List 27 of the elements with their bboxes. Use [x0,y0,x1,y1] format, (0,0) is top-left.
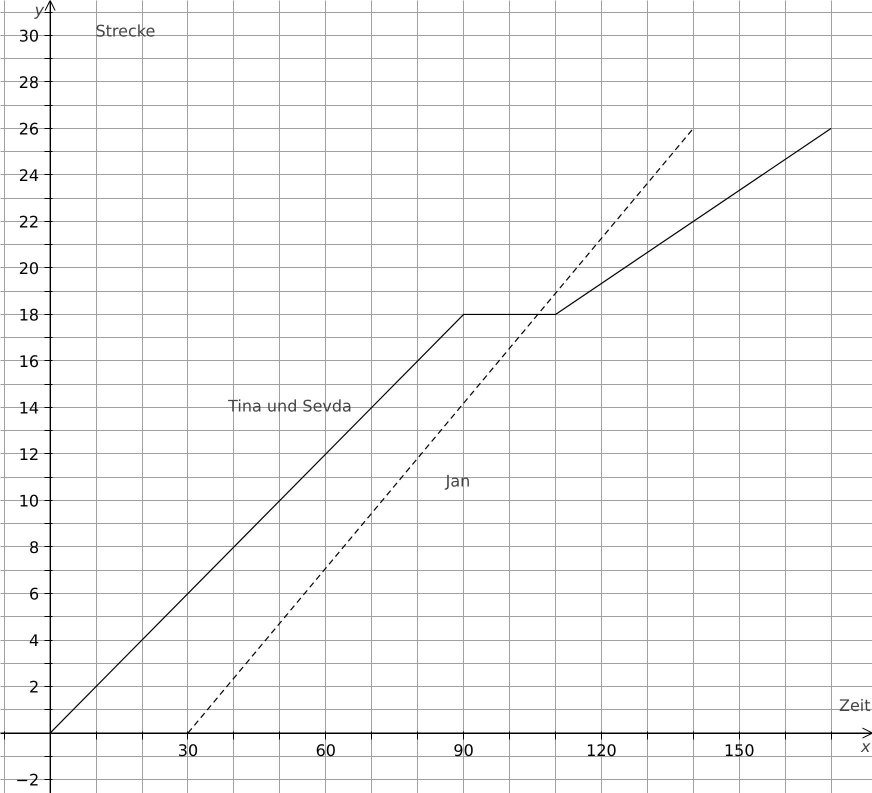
y-tick-label: 28 [18,72,40,92]
x-tick-label: 120 [586,741,617,760]
annotation: Strecke [96,22,156,40]
y-tick-label: 2 [28,678,40,697]
y-tick-label: 4 [28,631,40,650]
x-tick-label: 60 [316,741,336,760]
x-tick-label: 90 [453,741,474,760]
y-tick-label: 6 [28,584,40,604]
y-tick-label: 30 [18,26,40,46]
annotation: Zeit [838,696,871,716]
x-tick-label: 30 [178,741,198,760]
y-tick-label: 26 [18,119,40,138]
x-tick-label: 150 [724,741,755,760]
y-tick-label: 10 [18,491,40,510]
y-tick-label: 16 [18,352,40,371]
y-tick-label: 20 [18,258,40,278]
y-tick-label: 8 [28,538,40,557]
series-label: Jan [444,472,470,491]
x-axis-title: x [860,737,872,756]
y-axis-title: y [34,0,45,20]
y-tick-label: 22 [18,212,40,232]
y-tick-label: −2 [16,770,40,790]
series-label: Tina und Sevda [227,396,352,416]
y-tick-label: 24 [18,166,40,185]
y-tick-label: 12 [18,444,40,464]
y-tick-label: 18 [18,305,40,324]
y-tick-label: 14 [18,398,40,418]
